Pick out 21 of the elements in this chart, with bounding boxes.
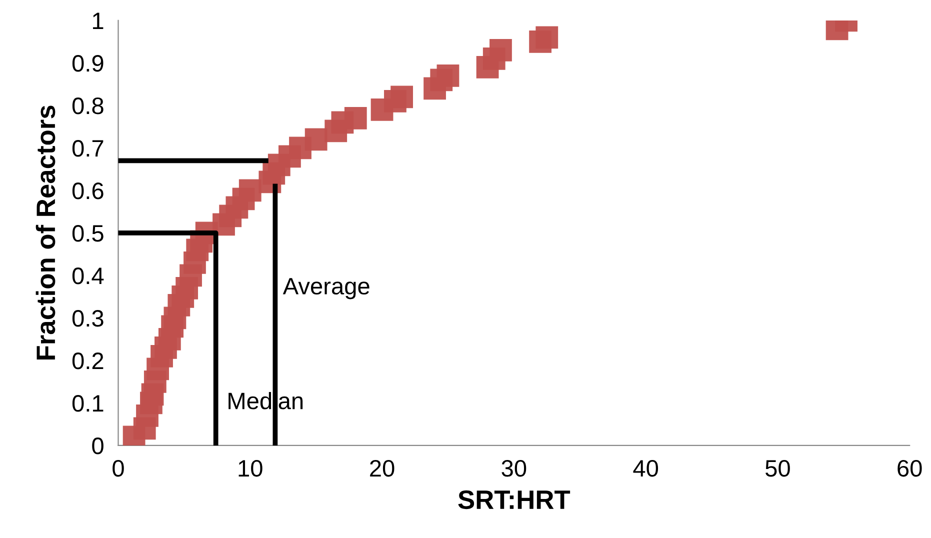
x-tick-label: 40 <box>633 460 658 477</box>
y-axis-title: Fraction of Reactors <box>36 106 56 360</box>
x-tick-label: 0 <box>112 460 124 477</box>
y-tick-label: 0.3 <box>72 310 104 327</box>
y-tick-label: 0.2 <box>72 352 104 370</box>
x-tick-label: 60 <box>898 460 922 477</box>
y-tick-label: 0.1 <box>72 395 104 412</box>
x-axis-title: SRT:HRT <box>458 490 570 510</box>
x-tick-label: 10 <box>238 460 262 477</box>
y-tick-label: 0.4 <box>72 268 104 284</box>
x-tick-label: 50 <box>766 460 790 477</box>
y-tick-label: 0.9 <box>72 55 104 72</box>
x-tick-label: 30 <box>502 460 526 477</box>
y-tick-label: 0 <box>92 438 104 454</box>
y-tick-label: 0.8 <box>72 98 104 114</box>
annotation: Average <box>282 278 370 300</box>
x-tick-label: 20 <box>370 460 394 477</box>
y-tick-label: 0.5 <box>72 225 104 242</box>
y-tick-label: 0.7 <box>72 140 104 157</box>
y-tick-label: 0.6 <box>72 182 104 200</box>
y-tick-label: 1 <box>93 12 104 29</box>
